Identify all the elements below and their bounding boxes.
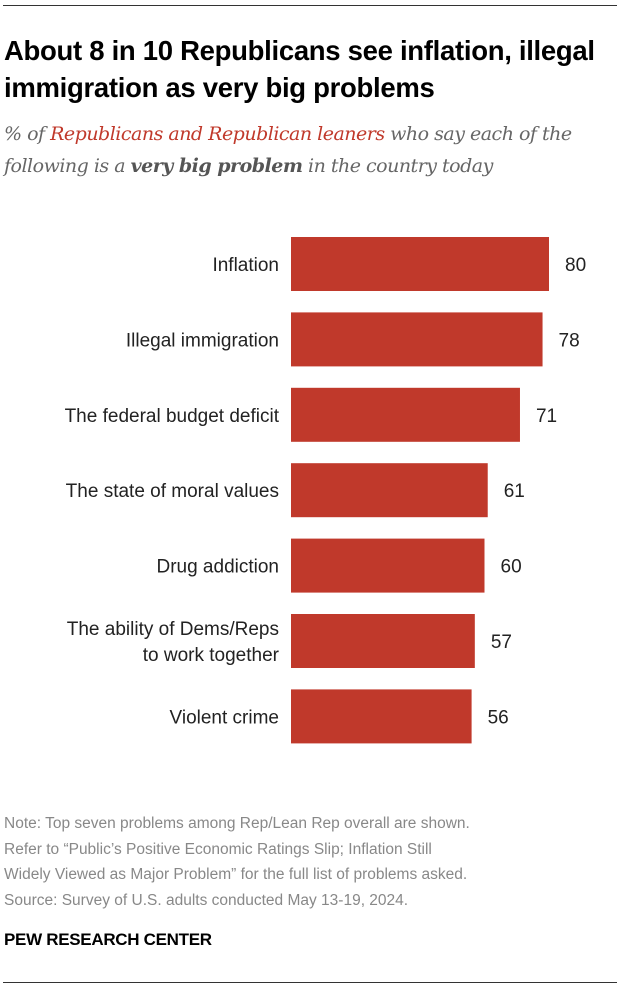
top-rule [3, 5, 617, 6]
bar-chart: 80 Inflation 78 Illegal immigration 71 The fe… [65, 237, 586, 744]
bar [291, 237, 549, 291]
bar [291, 312, 543, 367]
subtitle-highlight: Republicans and Republican leaners [50, 123, 385, 145]
category-label: The ability of Dems/Reps [67, 619, 279, 640]
subtitle-bold: very big problem [130, 155, 303, 177]
source-line: Source: Survey of U.S. adults conducted … [4, 891, 409, 909]
value-label: 56 [488, 707, 509, 728]
bar [291, 614, 475, 668]
chart-title: About 8 in 10 Republicans see inflation,… [4, 35, 595, 103]
value-label: 61 [504, 481, 525, 502]
chart-subtitle: % of Republicans and Republican leaners … [4, 118, 614, 182]
subtitle-prefix: % of [4, 123, 51, 145]
value-label: 57 [491, 632, 512, 653]
note-line: Note: Top seven problems among Rep/Lean … [4, 815, 470, 832]
subtitle-middle: who say each of the following is a [4, 123, 572, 177]
value-label: 80 [565, 255, 586, 276]
value-label: 78 [559, 330, 580, 351]
brand-logo-text: PEW RESEARCH CENTER [4, 930, 212, 949]
bar [291, 463, 488, 518]
category-label: Illegal immigration [126, 330, 279, 351]
note-line: Widely Viewed as Major Problem” for the … [4, 866, 468, 883]
value-label: 71 [536, 406, 557, 427]
category-label: The state of moral values [66, 481, 279, 502]
bottom-rule [3, 982, 617, 983]
note-line: Refer to “Public’s Positive Economic Rat… [4, 840, 432, 858]
category-label: to work together [143, 645, 280, 666]
category-label: Drug addiction [156, 557, 279, 578]
bar [291, 689, 472, 744]
subtitle-suffix: in the country today [302, 155, 493, 177]
category-label: The federal budget deficit [65, 406, 280, 427]
category-label: Inflation [212, 255, 279, 276]
notes: Note: Top seven problems among Rep/Lean … [4, 811, 619, 913]
bar [291, 387, 520, 442]
bar [291, 538, 485, 593]
category-label: Violent crime [170, 707, 279, 728]
value-label: 60 [501, 557, 522, 578]
